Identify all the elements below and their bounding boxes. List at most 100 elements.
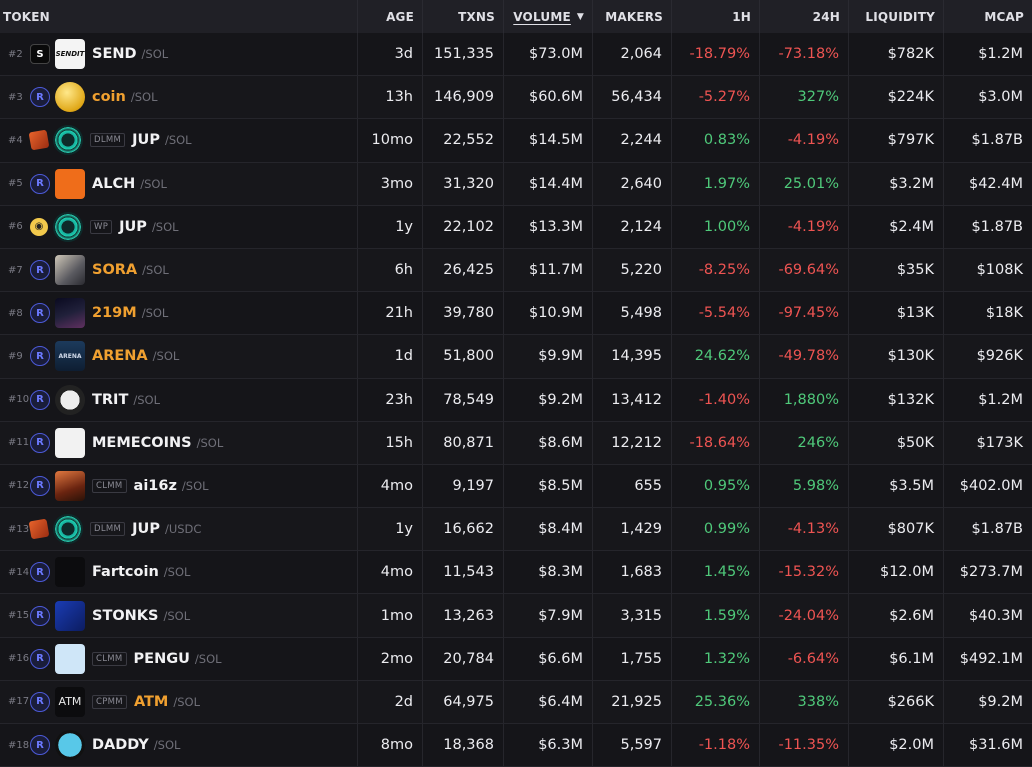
- raydium-icon: R: [30, 303, 50, 324]
- mcap-cell: $1.2M: [978, 391, 1023, 408]
- token-cell[interactable]: #15 R STONKS/SOL: [0, 594, 358, 637]
- table-row[interactable]: #9 R ARENA ARENA/SOL 1d 51,800 $9.9M 14,395 24.6…: [0, 335, 1032, 379]
- column-header-volume[interactable]: VOLUME ▼: [504, 0, 593, 33]
- volume-cell: $13.3M: [504, 205, 593, 248]
- coin-logo-icon: [55, 82, 85, 113]
- table-row[interactable]: #8 R 219M/SOL 21h 39,780 $10.9M 5,498 -5.54% -97…: [0, 292, 1032, 336]
- txns-cell: 64,975: [423, 680, 504, 723]
- raydium-icon: R: [30, 87, 50, 108]
- column-header-mcap[interactable]: MCAP: [984, 9, 1024, 24]
- token-symbol: SORA: [92, 262, 138, 279]
- column-header-token[interactable]: TOKEN: [0, 0, 358, 33]
- token-cell[interactable]: #17 R ATM CPMM ATM/SOL: [0, 680, 358, 723]
- table-row[interactable]: #16 R CLMM PENGU/SOL 2mo 20,784 $6.6M 1,755 1.32…: [0, 637, 1032, 681]
- rank-label: #9: [8, 350, 23, 362]
- table-row[interactable]: #14 R Fartcoin/SOL 4mo 11,543 $8.3M 1,683 1.45%…: [0, 551, 1032, 595]
- liquidity-cell: $782K: [849, 33, 944, 76]
- change-1h-cell: 0.95%: [672, 464, 760, 508]
- column-header-24h[interactable]: 24H: [760, 0, 849, 33]
- column-header-liquidity[interactable]: LIQUIDITY: [849, 0, 944, 33]
- token-cell[interactable]: #14 R Fartcoin/SOL: [0, 551, 358, 594]
- token-cell[interactable]: #5 R ALCH/SOL: [0, 162, 358, 205]
- table-row[interactable]: #4 DLMM JUP/SOL 10mo 22,552 $14.5M 2,244 0.83% -…: [0, 119, 1032, 163]
- mcap-cell: $926K: [976, 348, 1023, 365]
- table-row[interactable]: #18 R DADDY/SOL 8mo 18,368 $6.3M 5,597 -1.18% -1…: [0, 724, 1032, 767]
- token-symbol: ARENA: [92, 348, 148, 365]
- column-header-age[interactable]: AGE: [358, 0, 423, 33]
- mcap-cell: $1.87B: [971, 521, 1023, 538]
- mcap-cell: $42.4M: [968, 175, 1023, 192]
- table-row[interactable]: #10 R TRIT/SOL 23h 78,549 $9.2M 13,412 -1.40% 1,…: [0, 378, 1032, 422]
- age-cell: 3mo: [358, 162, 423, 205]
- token-symbol: Fartcoin: [92, 564, 159, 581]
- jup-logo-icon: [53, 211, 83, 242]
- table-row[interactable]: #13 DLMM JUP/USDC 1y 16,662 $8.4M 1,429 0.99% -4…: [0, 508, 1032, 552]
- quote-pair: /SOL: [164, 133, 192, 148]
- jup-logo-icon: [53, 514, 83, 545]
- column-header-1h[interactable]: 1H: [672, 0, 760, 33]
- mcap-cell: $9.2M: [978, 693, 1023, 710]
- quote-pair: /SOL: [142, 263, 169, 278]
- pool-type-badge: CLMM: [92, 478, 127, 493]
- age-cell: 2d: [358, 680, 423, 723]
- rank-label: #10: [8, 394, 30, 406]
- txns-cell: 22,102: [423, 205, 504, 248]
- token-symbol: ATM: [133, 693, 169, 710]
- 219m-logo-icon: [55, 298, 85, 329]
- quote-pair: /SOL: [141, 306, 169, 321]
- age-cell: 1y: [358, 508, 423, 551]
- token-cell[interactable]: #10 R TRIT/SOL: [0, 378, 358, 421]
- raydium-icon: R: [30, 605, 50, 626]
- txns-cell: 9,197: [423, 464, 504, 508]
- makers-cell: 5,597: [593, 724, 672, 767]
- age-cell: 23h: [358, 378, 423, 421]
- rank-label: #3: [8, 91, 23, 103]
- token-cell[interactable]: #13 DLMM JUP/USDC: [0, 508, 358, 551]
- sora-logo-icon: [55, 255, 85, 286]
- token-cell[interactable]: #4 DLMM JUP/SOL: [0, 119, 358, 162]
- age-cell: 2mo: [358, 637, 423, 680]
- liquidity-cell: $35K: [849, 248, 944, 292]
- token-cell[interactable]: #2 S SENDIT SEND/SOL: [0, 33, 358, 76]
- change-24h-cell: -6.64%: [760, 637, 849, 680]
- rank-label: #18: [8, 739, 30, 751]
- table-row[interactable]: #11 R MEMECOINS/SOL 15h 80,871 $8.6M 12,212 -18…: [0, 421, 1032, 465]
- token-cell[interactable]: #18 R DADDY/SOL: [0, 724, 358, 767]
- column-header-txns[interactable]: TXNS: [423, 0, 504, 33]
- table-row[interactable]: #5 R ALCH/SOL 3mo 31,320 $14.4M 2,640 1.97% 25.0…: [0, 162, 1032, 206]
- rank-label: #4: [8, 134, 23, 146]
- token-cell[interactable]: #9 R ARENA ARENA/SOL: [0, 335, 358, 378]
- volume-cell: $9.9M: [504, 335, 593, 378]
- token-cell[interactable]: #16 R CLMM PENGU/SOL: [0, 637, 358, 680]
- volume-cell: $10.9M: [504, 292, 593, 335]
- change-1h-cell: 1.45%: [672, 551, 760, 594]
- change-1h-cell: -8.25%: [672, 248, 760, 292]
- table-row[interactable]: #12 R CLMM ai16z/SOL 4mo 9,197 $8.5M 655 0.95% 5.…: [0, 464, 1032, 509]
- table-row[interactable]: #2 S SENDIT SEND/SOL 3d 151,335 $73.0M 2,064 -18…: [0, 33, 1032, 77]
- column-header-makers[interactable]: MAKERS: [593, 0, 672, 33]
- token-cell[interactable]: #11 R MEMECOINS/SOL: [0, 421, 358, 464]
- volume-cell: $6.6M: [504, 637, 593, 680]
- liquidity-cell: $3.2M: [849, 162, 944, 205]
- table-row[interactable]: #15 R STONKS/SOL 1mo 13,263 $7.9M 3,315 1.59% -2…: [0, 594, 1032, 638]
- raydium-icon: R: [30, 475, 50, 496]
- table-row[interactable]: #6 ◉ WP JUP/SOL 1y 22,102 $13.3M 2,124 1.00% -4.1…: [0, 205, 1032, 249]
- change-24h-cell: -97.45%: [760, 292, 849, 335]
- pool-type-badge: WP: [90, 219, 113, 234]
- table-row[interactable]: #17 R ATM CPMM ATM/SOL 2d 64,975 $6.4M 21,925 25.…: [0, 680, 1032, 724]
- meteora-icon: [28, 518, 50, 540]
- age-cell: 21h: [358, 292, 423, 335]
- token-symbol: ai16z: [133, 477, 177, 494]
- change-1h-cell: -5.27%: [672, 76, 760, 119]
- token-cell[interactable]: #7 R SORA/SOL: [0, 248, 358, 292]
- liquidity-cell: $13K: [849, 292, 944, 335]
- token-symbol: JUP: [132, 132, 160, 149]
- liquidity-cell: $2.6M: [849, 594, 944, 637]
- quote-pair: /SOL: [163, 565, 191, 580]
- token-cell[interactable]: #6 ◉ WP JUP/SOL: [0, 205, 358, 248]
- token-cell[interactable]: #8 R 219M/SOL: [0, 292, 358, 335]
- table-row[interactable]: #7 R SORA/SOL 6h 26,425 $11.7M 5,220 -8.25% -69.…: [0, 248, 1032, 293]
- token-cell[interactable]: #12 R CLMM ai16z/SOL: [0, 464, 358, 508]
